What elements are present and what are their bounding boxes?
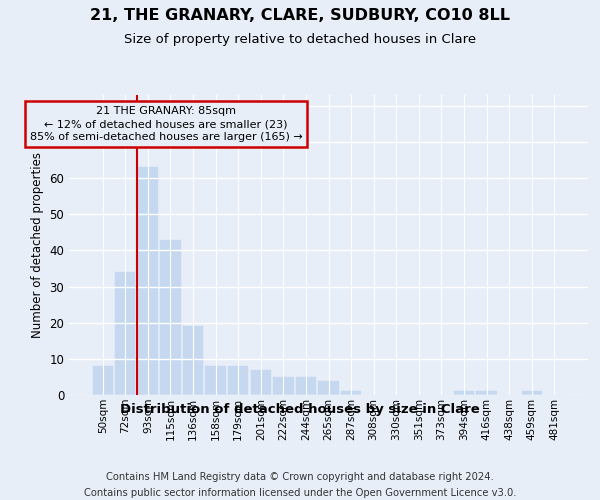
- Y-axis label: Number of detached properties: Number of detached properties: [31, 152, 44, 338]
- Bar: [296, 377, 316, 395]
- Bar: [521, 392, 542, 395]
- Text: Contains public sector information licensed under the Open Government Licence v3: Contains public sector information licen…: [84, 488, 516, 498]
- Bar: [273, 377, 293, 395]
- Bar: [92, 366, 113, 395]
- Text: Contains HM Land Registry data © Crown copyright and database right 2024.: Contains HM Land Registry data © Crown c…: [106, 472, 494, 482]
- Text: 21 THE GRANARY: 85sqm
← 12% of detached houses are smaller (23)
85% of semi-deta: 21 THE GRANARY: 85sqm ← 12% of detached …: [29, 106, 302, 142]
- Bar: [115, 272, 136, 395]
- Bar: [160, 240, 181, 395]
- Bar: [228, 366, 248, 395]
- Text: Distribution of detached houses by size in Clare: Distribution of detached houses by size …: [120, 402, 480, 415]
- Bar: [138, 168, 158, 395]
- Bar: [183, 326, 203, 395]
- Bar: [454, 392, 474, 395]
- Bar: [319, 380, 338, 395]
- Bar: [476, 392, 497, 395]
- Text: 21, THE GRANARY, CLARE, SUDBURY, CO10 8LL: 21, THE GRANARY, CLARE, SUDBURY, CO10 8L…: [90, 8, 510, 22]
- Bar: [341, 392, 361, 395]
- Text: Size of property relative to detached houses in Clare: Size of property relative to detached ho…: [124, 32, 476, 46]
- Bar: [251, 370, 271, 395]
- Bar: [205, 366, 226, 395]
